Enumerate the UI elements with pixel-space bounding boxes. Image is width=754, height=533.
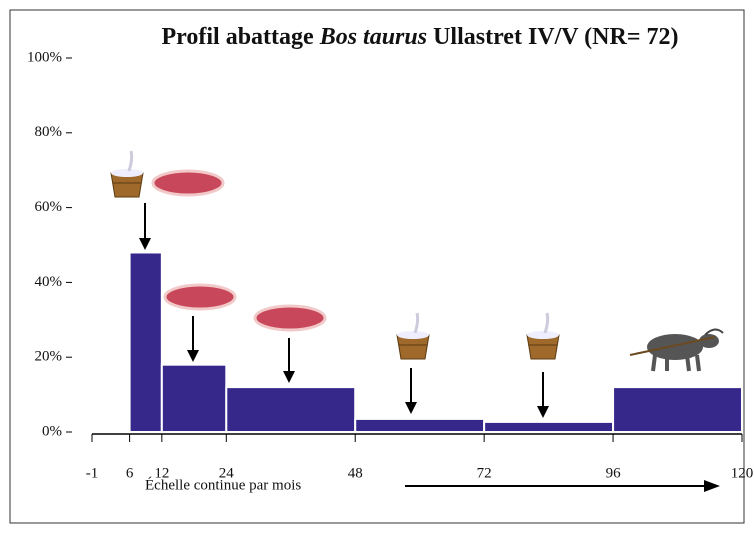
bucket-icon xyxy=(111,151,143,197)
y-tick-label: 60% xyxy=(35,199,63,215)
x-tick-label: 72 xyxy=(477,465,492,481)
ox-icon xyxy=(630,329,723,371)
chart-title: Profil abattage Bos taurus Ullastret IV/… xyxy=(161,24,678,50)
y-tick-label: 20% xyxy=(35,349,63,365)
bar xyxy=(162,365,226,432)
meat-icon xyxy=(255,306,325,330)
x-tick-label: -1 xyxy=(86,465,99,481)
title-species: Bos taurus xyxy=(319,24,427,50)
y-tick-label: 40% xyxy=(35,274,63,290)
title-part: Ullastret IV/V (NR= 72) xyxy=(433,24,678,50)
bucket-icon xyxy=(397,313,429,359)
bar xyxy=(226,387,355,432)
chart: Profil abattage Bos taurus Ullastret IV/… xyxy=(0,0,754,533)
meat-icon xyxy=(153,171,223,195)
bar xyxy=(484,422,613,432)
y-tick-label: 80% xyxy=(35,124,63,140)
frame xyxy=(10,10,744,523)
y-tick-label: 100% xyxy=(27,49,62,65)
title-part: Profil abattage xyxy=(161,24,314,50)
bar xyxy=(613,387,742,432)
x-tick-label: 96 xyxy=(606,465,622,481)
meat-icon xyxy=(165,285,235,309)
bar xyxy=(355,419,484,432)
x-tick-label: 6 xyxy=(126,465,134,481)
y-tick-label: 0% xyxy=(42,423,62,439)
annotation-icons xyxy=(111,151,723,371)
bar xyxy=(92,430,130,432)
bucket-icon xyxy=(527,313,559,359)
page: Profil abattage Bos taurus Ullastret IV/… xyxy=(0,0,754,533)
x-tick-label: 24 xyxy=(219,465,235,481)
x-tick-label: 120 xyxy=(731,465,754,481)
bar xyxy=(130,252,162,432)
x-tick-label: 12 xyxy=(154,465,169,481)
x-tick-label: 48 xyxy=(348,465,363,481)
x-label-arrow xyxy=(405,480,720,492)
